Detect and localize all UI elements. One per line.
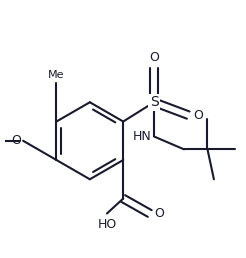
Text: O: O — [194, 109, 203, 122]
Text: S: S — [150, 95, 158, 109]
Text: HN: HN — [133, 130, 152, 143]
Text: Me: Me — [48, 70, 65, 80]
Text: HO: HO — [97, 218, 117, 231]
Text: O: O — [11, 134, 21, 147]
Text: O: O — [154, 207, 164, 220]
Text: O: O — [149, 51, 159, 64]
